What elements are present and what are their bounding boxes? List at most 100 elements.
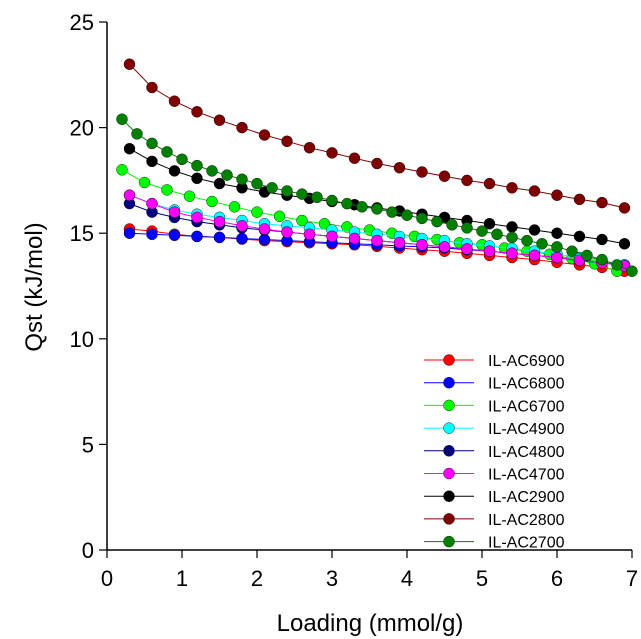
legend-label: IL-AC6800 bbox=[488, 376, 565, 393]
data-point bbox=[416, 166, 428, 178]
data-point bbox=[146, 81, 158, 94]
data-point bbox=[183, 190, 196, 202]
y-tick-label: 25 bbox=[70, 10, 94, 35]
data-point bbox=[596, 233, 608, 246]
data-point bbox=[168, 206, 181, 218]
x-tick-label: 3 bbox=[326, 566, 338, 591]
data-point bbox=[536, 238, 548, 250]
data-point bbox=[273, 210, 286, 223]
data-point bbox=[258, 129, 271, 141]
legend-label: IL-AC2800 bbox=[488, 512, 565, 529]
data-point bbox=[386, 206, 398, 218]
data-point bbox=[326, 147, 338, 159]
legend-label: IL-AC4700 bbox=[488, 467, 565, 484]
data-point bbox=[506, 231, 518, 244]
data-point bbox=[626, 265, 638, 277]
y-tick-label: 5 bbox=[82, 432, 94, 457]
data-point bbox=[206, 165, 218, 177]
data-point bbox=[581, 249, 593, 262]
data-point bbox=[371, 157, 383, 170]
data-point bbox=[483, 245, 496, 257]
data-point bbox=[131, 128, 143, 140]
data-point bbox=[281, 185, 293, 197]
data-point bbox=[551, 189, 563, 201]
data-point bbox=[236, 220, 248, 232]
data-point bbox=[393, 236, 406, 249]
data-point bbox=[191, 230, 203, 243]
data-point bbox=[206, 195, 218, 208]
data-point bbox=[146, 228, 158, 241]
data-point bbox=[161, 146, 173, 158]
data-point bbox=[303, 141, 316, 154]
legend-marker bbox=[443, 535, 455, 548]
data-point bbox=[116, 113, 128, 125]
data-point bbox=[161, 184, 173, 196]
data-point bbox=[551, 241, 563, 253]
legend-marker bbox=[443, 399, 455, 412]
data-point bbox=[416, 212, 428, 225]
data-point bbox=[146, 137, 158, 150]
data-point bbox=[251, 206, 263, 218]
data-point bbox=[573, 230, 586, 243]
legend-item: IL-AC6700 bbox=[424, 398, 565, 415]
data-point bbox=[528, 185, 541, 197]
legend-label: IL-AC2900 bbox=[488, 489, 565, 506]
data-point bbox=[138, 176, 151, 189]
data-point bbox=[528, 249, 541, 262]
x-tick-label: 4 bbox=[401, 566, 413, 591]
data-point bbox=[123, 227, 136, 239]
x-tick-label: 1 bbox=[176, 566, 188, 591]
axes: 0 1 2 3 4 5 6 7 0 5 10 15 20 25 bbox=[70, 10, 639, 591]
legend-item: IL-AC4700 bbox=[424, 467, 565, 484]
data-point bbox=[191, 211, 203, 224]
data-point bbox=[506, 182, 518, 194]
data-point bbox=[371, 203, 383, 215]
data-point bbox=[551, 227, 563, 239]
data-point bbox=[438, 170, 451, 182]
legend: IL-AC6900 IL-AC6800 IL-AC6700 IL-AC4900 IL-A… bbox=[424, 353, 565, 552]
data-point bbox=[168, 95, 181, 107]
legend-marker bbox=[443, 513, 455, 525]
series-IL-AC2800 bbox=[123, 58, 631, 214]
legend-marker bbox=[443, 377, 455, 389]
data-point bbox=[116, 164, 128, 176]
legend-marker bbox=[443, 422, 455, 434]
data-point bbox=[348, 152, 361, 164]
data-point bbox=[251, 177, 263, 190]
data-point bbox=[356, 201, 368, 213]
data-point bbox=[596, 196, 608, 209]
data-point bbox=[521, 234, 533, 247]
data-point bbox=[236, 173, 248, 186]
data-point bbox=[213, 231, 226, 244]
legend-item: IL-AC6800 bbox=[424, 376, 565, 393]
data-point bbox=[303, 228, 316, 241]
data-point bbox=[476, 225, 488, 237]
data-point bbox=[506, 221, 518, 233]
data-point bbox=[213, 114, 226, 126]
data-point bbox=[401, 209, 413, 221]
legend-marker bbox=[443, 467, 455, 480]
data-point bbox=[483, 177, 496, 190]
data-point bbox=[168, 165, 181, 177]
legend-item: IL-AC2700 bbox=[424, 535, 565, 552]
data-point bbox=[596, 253, 608, 266]
data-point bbox=[551, 251, 563, 264]
data-point bbox=[123, 142, 136, 155]
data-point bbox=[491, 228, 503, 241]
legend-item: IL-AC4800 bbox=[424, 444, 565, 461]
y-tick-label: 0 bbox=[82, 538, 94, 563]
y-tick-label: 20 bbox=[70, 116, 94, 141]
legend-item: IL-AC2900 bbox=[424, 489, 565, 506]
y-axis-title: Qst (kJ/mol) bbox=[21, 222, 48, 351]
data-point bbox=[416, 239, 428, 251]
data-point bbox=[461, 222, 473, 234]
data-point bbox=[146, 197, 158, 210]
data-point bbox=[431, 215, 443, 228]
data-point bbox=[258, 223, 271, 235]
data-point bbox=[461, 243, 473, 255]
legend-item: IL-AC2800 bbox=[424, 512, 565, 529]
data-point bbox=[281, 135, 293, 148]
x-axis-title: Loading (mmol/g) bbox=[277, 610, 464, 637]
data-point bbox=[236, 232, 248, 245]
legend-label: IL-AC6700 bbox=[488, 398, 565, 415]
